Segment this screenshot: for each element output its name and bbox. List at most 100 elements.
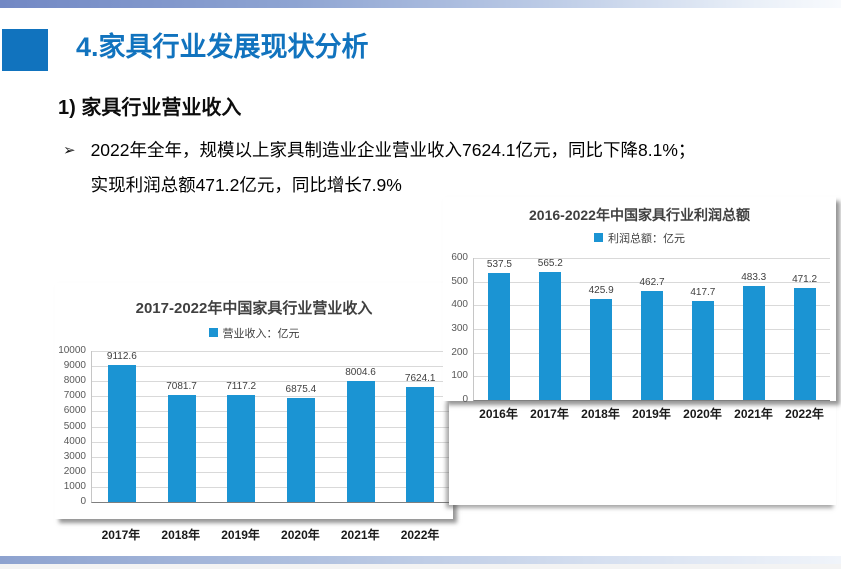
- bar: [742, 285, 765, 400]
- bar: [346, 381, 375, 502]
- y-tick-label: 8000: [63, 375, 86, 387]
- y-tick-label: 100: [451, 370, 468, 382]
- y-tick-label: 2000: [63, 465, 86, 477]
- gridline: [92, 396, 450, 398]
- y-tick-label: 1000: [63, 480, 86, 492]
- profit-chart-card: 2016-2022年中国家具行业利润总额 利润总额：亿元 0 100 200 300 4…: [443, 197, 836, 405]
- bar-value-label: 6875.4: [285, 384, 317, 396]
- bar-column: 483.3: [728, 258, 779, 400]
- revenue-legend-label: 营业收入：亿元: [222, 327, 300, 340]
- y-tick-label: 7000: [63, 390, 86, 402]
- bars-layer: 9112.6 7081.7 7117.2 6875.4 8004.6 7624.1: [92, 351, 450, 502]
- section-heading: 1) 家具行业营业收入: [58, 97, 242, 119]
- bar-column: 417.7: [677, 258, 728, 400]
- y-tick-label: 300: [451, 323, 468, 334]
- y-tick-label: 500: [451, 275, 468, 287]
- bar-value-label: 537.5: [486, 258, 512, 270]
- bar: [406, 386, 435, 502]
- bar: [793, 288, 816, 400]
- profit-y-axis: 0 100 200 300 400 500 600: [443, 252, 473, 405]
- bullet-text-line1: 2022年全年，规模以上家具制造业企业营业收入7624.1亿元，同比下降8.1%…: [90, 140, 696, 160]
- y-tick-label: 5000: [63, 420, 86, 432]
- bottom-strip: [0, 564, 841, 569]
- profit-plot-area: 537.5 565.2 425.9 462.7 417.7 483.3 471.2: [473, 258, 830, 401]
- profit-chart-panel: 2016-2022年中国家具行业利润总额 利润总额：亿元 0 100 200 300 4…: [443, 197, 836, 422]
- revenue-chart-card: 2017-2022年中国家具行业营业收入 营业收入：亿元 0 1000 2000 30…: [55, 283, 453, 519]
- bullet-text-line2: 实现利润总额471.2亿元，同比增长7.9%: [90, 175, 402, 195]
- profit-chart-backdrop: [449, 401, 836, 505]
- bar-value-label: 483.3: [741, 271, 767, 283]
- y-tick-label: 600: [451, 252, 468, 263]
- x-tick-label: 2019年: [221, 528, 260, 542]
- title-accent-square: [2, 29, 48, 71]
- bar-value-label: 417.7: [690, 287, 716, 299]
- bar-column: 462.7: [627, 258, 678, 400]
- profit-chart-title: 2016-2022年中国家具行业利润总额: [529, 207, 750, 223]
- bar-column: 6875.4: [271, 351, 331, 502]
- x-tick-label: 2018年: [161, 528, 201, 542]
- y-tick-label: 9000: [63, 360, 86, 372]
- bar-column: 8004.6: [331, 351, 391, 502]
- bar-column: 7624.1: [390, 351, 450, 502]
- y-tick-label: 6000: [63, 405, 86, 417]
- x-tick-label: 2018年: [581, 407, 620, 421]
- y-tick-label: 0: [80, 496, 86, 507]
- legend-swatch-icon: [594, 233, 603, 242]
- bar-value-label: 425.9: [588, 285, 614, 297]
- profit-chart-legend: 利润总额：亿元: [443, 231, 836, 245]
- legend-swatch-icon: [208, 328, 218, 337]
- bar-value-label: 7081.7: [166, 381, 197, 393]
- bar-column: 471.2: [779, 258, 830, 400]
- x-tick-label: 2021年: [734, 407, 773, 421]
- revenue-y-axis: 0 1000 2000 3000 4000 5000 6000 7000 8000 9000 100…: [55, 345, 91, 507]
- bar: [286, 398, 315, 502]
- gridline: [92, 456, 450, 458]
- x-tick-label: 2021年: [340, 528, 380, 542]
- x-tick-label: 2020年: [281, 528, 320, 542]
- bottom-decoration-bar: [0, 556, 841, 564]
- x-tick-label: 2019年: [632, 407, 671, 421]
- bar-column: 425.9: [576, 258, 627, 400]
- bar-value-label: 8004.6: [345, 367, 376, 379]
- y-tick-label: 400: [451, 299, 468, 311]
- bar-value-label: 7624.1: [404, 372, 436, 384]
- gridline: [92, 486, 450, 488]
- gridline: [92, 411, 450, 413]
- y-tick-label: 0: [462, 394, 468, 405]
- bar: [590, 299, 613, 400]
- slide-title: 4.家具行业发展现状分析: [76, 32, 369, 62]
- y-tick-label: 4000: [63, 435, 86, 447]
- y-tick-label: 3000: [63, 450, 86, 462]
- gridline: [92, 441, 450, 443]
- bar: [641, 290, 663, 400]
- bar: [227, 394, 256, 502]
- bar: [167, 395, 196, 502]
- profit-x-axis-labels: 2016年 2017年 2018年 2019年 2020年 2021年 2022年: [473, 405, 830, 422]
- revenue-chart-title: 2017-2022年中国家具行业营业收入: [135, 300, 373, 317]
- gridline: [92, 366, 450, 368]
- gridline: [474, 258, 830, 259]
- revenue-plot-area: 9112.6 7081.7 7117.2 6875.4 8004.6 7624.1: [91, 351, 450, 503]
- top-decoration-bar: [0, 0, 841, 8]
- gridline: [92, 471, 450, 473]
- bar-value-label: 471.2: [792, 274, 818, 286]
- bar: [488, 272, 511, 400]
- bars-layer: 537.5 565.2 425.9 462.7 417.7 483.3 471.2: [474, 258, 830, 400]
- bar-column: 7117.2: [211, 351, 271, 502]
- bar-column: 565.2: [525, 258, 576, 400]
- bar-value-label: 7117.2: [226, 380, 257, 392]
- bar-column: 7081.7: [152, 351, 212, 502]
- x-tick-label: 2017年: [101, 528, 141, 542]
- bar-column: 537.5: [474, 258, 525, 400]
- x-tick-label: 2022年: [785, 407, 824, 421]
- x-tick-label: 2016年: [479, 407, 518, 421]
- bar-column: 9112.6: [92, 351, 152, 502]
- bar: [539, 272, 562, 400]
- y-tick-label: 10000: [58, 345, 86, 356]
- gridline: [474, 281, 830, 283]
- x-tick-label: 2017年: [530, 407, 569, 421]
- revenue-chart-panel: 2017-2022年中国家具行业营业收入 营业收入：亿元 0 1000 2000 30…: [55, 283, 453, 543]
- gridline: [92, 351, 450, 352]
- revenue-x-axis-labels: 2017年 2018年 2019年 2020年 2021年 2022年: [91, 526, 450, 543]
- bar-value-label: 565.2: [537, 258, 563, 269]
